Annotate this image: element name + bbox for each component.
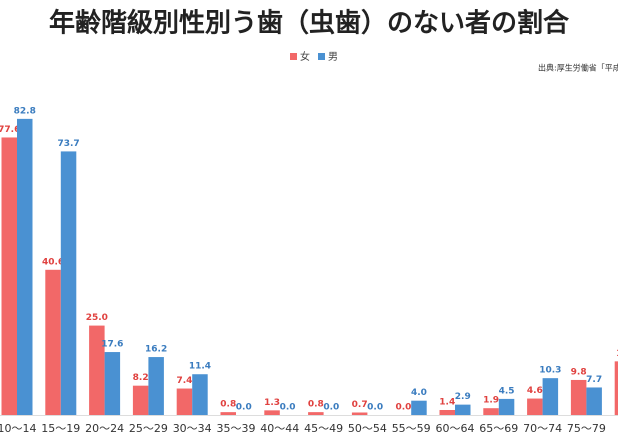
bar xyxy=(192,374,208,415)
legend-label: 女 xyxy=(300,50,310,63)
x-tick-label: 20～24 xyxy=(85,422,124,435)
bar xyxy=(308,412,324,415)
bar xyxy=(351,412,368,415)
value-label: 1.9 xyxy=(483,396,499,406)
value-label: 11.4 xyxy=(189,362,211,372)
legend-swatch xyxy=(290,53,297,60)
value-label: 77.6 xyxy=(0,125,20,135)
bar xyxy=(586,387,602,415)
bar xyxy=(60,151,77,415)
x-tick-label: 35～39 xyxy=(217,422,256,435)
x-tick-label: 40～44 xyxy=(260,422,299,435)
bar xyxy=(1,137,17,415)
value-label: 1.3 xyxy=(264,398,280,408)
bar xyxy=(176,388,193,415)
value-label: 10.3 xyxy=(539,366,561,376)
value-label: 0.0 xyxy=(236,403,252,413)
value-label: 15 xyxy=(616,349,618,359)
bar xyxy=(104,352,121,415)
x-tick-label: 50～54 xyxy=(348,422,387,435)
value-label: 0.0 xyxy=(280,403,296,413)
value-label: 0.8 xyxy=(220,400,236,410)
bar xyxy=(542,378,559,415)
value-label: 25.0 xyxy=(86,313,108,323)
value-label: 0.0 xyxy=(367,403,383,413)
x-tick-label: 65～69 xyxy=(479,422,518,435)
chart-title: 年齢階級別性別う歯（虫歯）のない者の割合 xyxy=(49,8,570,39)
bar xyxy=(455,404,471,415)
bar xyxy=(411,400,427,415)
value-label: 4.6 xyxy=(527,386,543,396)
value-label: 0.0 xyxy=(323,403,339,413)
value-label: 0.0 xyxy=(395,403,411,413)
value-label: 17.6 xyxy=(101,340,123,350)
x-tick-label: 10～14 xyxy=(0,422,37,435)
bar xyxy=(264,410,280,415)
bar xyxy=(483,408,499,415)
bar xyxy=(17,118,33,416)
x-tick-label: 45～49 xyxy=(304,422,343,435)
value-label: 4.0 xyxy=(411,388,427,398)
value-label: 0.8 xyxy=(308,400,324,410)
bar xyxy=(45,269,61,415)
value-label: 7.7 xyxy=(586,375,602,385)
bar xyxy=(498,398,515,415)
value-label: 1.4 xyxy=(439,397,455,407)
bar xyxy=(148,357,164,415)
value-label: 9.8 xyxy=(571,367,587,377)
bar xyxy=(89,325,105,415)
bar xyxy=(132,385,149,415)
value-label: 4.5 xyxy=(499,386,515,396)
legend-label: 男 xyxy=(328,51,338,63)
value-label: 8.2 xyxy=(133,373,149,383)
x-tick-label: 25～29 xyxy=(129,422,168,435)
bar xyxy=(614,361,618,415)
legend-swatch xyxy=(318,53,325,60)
value-label: 73.7 xyxy=(57,139,79,149)
source-note: 出典:厚生労働省「平成28 xyxy=(538,63,618,73)
x-tick-label: 55～59 xyxy=(392,422,431,435)
value-label: 82.8 xyxy=(14,106,36,116)
x-tick-label: 15～19 xyxy=(41,422,80,435)
x-tick-label: 60～64 xyxy=(436,422,475,435)
value-label: 2.9 xyxy=(455,392,471,402)
bar xyxy=(527,398,543,415)
bar xyxy=(570,379,587,415)
bar xyxy=(439,409,455,415)
value-label: 40.6 xyxy=(42,257,64,267)
x-tick-label: 30～34 xyxy=(173,422,212,435)
x-tick-label: 70～74 xyxy=(523,422,562,435)
value-label: 7.4 xyxy=(176,376,192,386)
x-tick-label: 75～79 xyxy=(567,422,606,435)
bar xyxy=(220,412,236,415)
value-label: 0.7 xyxy=(352,400,368,410)
value-label: 16.2 xyxy=(145,345,167,355)
